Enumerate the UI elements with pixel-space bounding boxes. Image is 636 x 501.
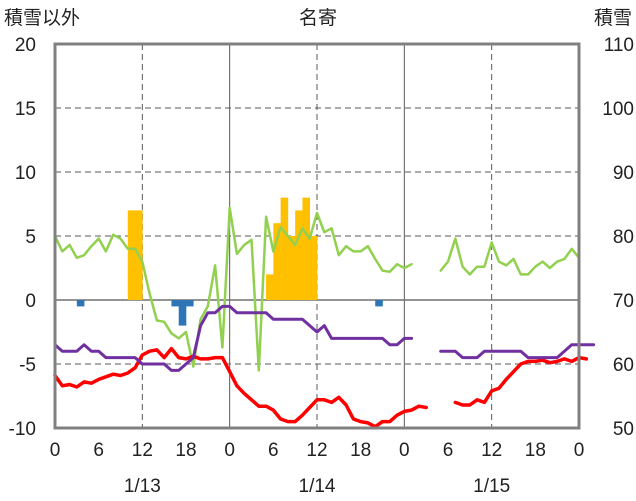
y-tick-right: 110 [604, 35, 634, 56]
x-tick-label: 18 [350, 440, 371, 461]
x-tick-label: 18 [525, 440, 546, 461]
snowfall-bar [280, 197, 289, 300]
snowfall-bar [302, 197, 311, 300]
y-tick-left: 15 [15, 99, 36, 120]
x-tick-label: 6 [93, 440, 104, 461]
x-tick-label: 12 [481, 440, 502, 461]
y-tick-right: 60 [613, 355, 634, 376]
snowfall-bar [273, 223, 281, 300]
line-series [53, 206, 596, 429]
x-tick-label: 6 [268, 440, 279, 461]
snowfall-bar [127, 210, 136, 300]
date-label: 1/15 [473, 476, 510, 497]
x-tick-label: 0 [50, 440, 61, 461]
plot-frame-border [53, 42, 581, 430]
x-tick-label: 6 [443, 440, 454, 461]
precip-bar [171, 300, 180, 307]
y-tick-left: 10 [15, 163, 36, 184]
series-line-purple [53, 304, 596, 372]
precip-bar [76, 300, 85, 307]
snowfall-bar [287, 236, 296, 300]
x-tick-label: 18 [175, 440, 196, 461]
plot-frame [53, 42, 581, 430]
x-tick-label: 12 [132, 440, 153, 461]
snowfall-bar [295, 210, 303, 300]
series-line-red [53, 346, 589, 429]
y-tick-right: 70 [613, 291, 634, 312]
y-tick-right: 100 [602, 99, 634, 120]
x-tick-label: 12 [306, 440, 327, 461]
y-tick-left: 5 [25, 227, 36, 248]
right-axis-label: 積雪 [594, 7, 632, 29]
y-tick-right: 80 [613, 227, 634, 248]
y-tick-right: 90 [613, 163, 634, 184]
date-label: 1/14 [299, 476, 336, 497]
snowfall-bar [309, 236, 318, 300]
series-line-green [53, 206, 581, 372]
precip-bar [178, 300, 187, 326]
y-tick-left: 0 [25, 291, 36, 312]
precip-bar [186, 300, 194, 307]
x-tick-label: 0 [224, 440, 235, 461]
precip-bar [375, 300, 383, 307]
x-tick-label: 0 [399, 440, 410, 461]
date-label: 1/13 [124, 476, 161, 497]
y-tick-left: 20 [15, 35, 36, 56]
y-tick-right: 50 [613, 419, 634, 440]
left-axis-label: 積雪以外 [4, 7, 80, 29]
y-tick-left: -5 [19, 355, 36, 376]
x-tick-label: 0 [574, 440, 585, 461]
y-tick-left: -10 [9, 419, 36, 440]
chart-title: 名寄 [299, 7, 337, 29]
snowfall-bar [266, 274, 274, 300]
